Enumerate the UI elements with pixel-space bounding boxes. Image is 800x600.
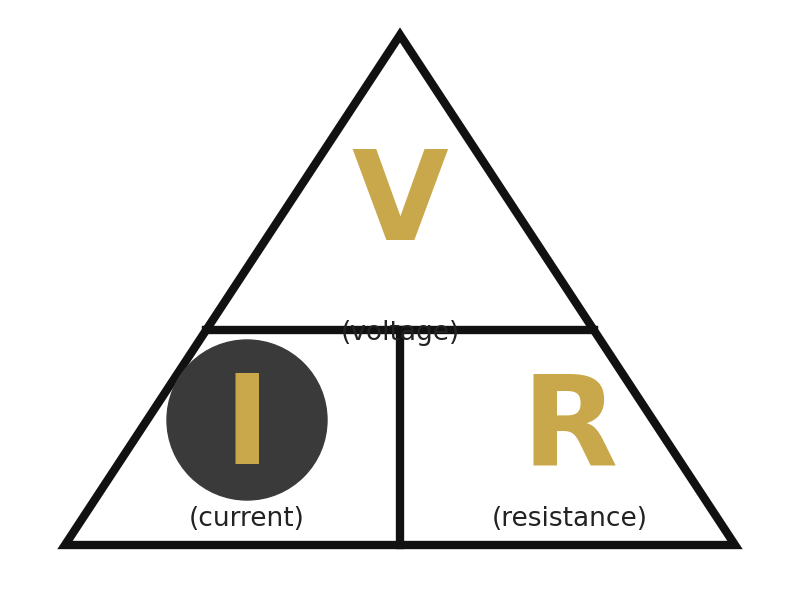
Text: R: R [522,370,618,491]
Circle shape [167,340,327,500]
Text: V: V [352,145,448,265]
Text: I: I [224,370,270,491]
Text: (current): (current) [189,506,305,532]
Polygon shape [65,35,735,545]
Text: (voltage): (voltage) [340,320,460,346]
Text: (resistance): (resistance) [492,506,648,532]
